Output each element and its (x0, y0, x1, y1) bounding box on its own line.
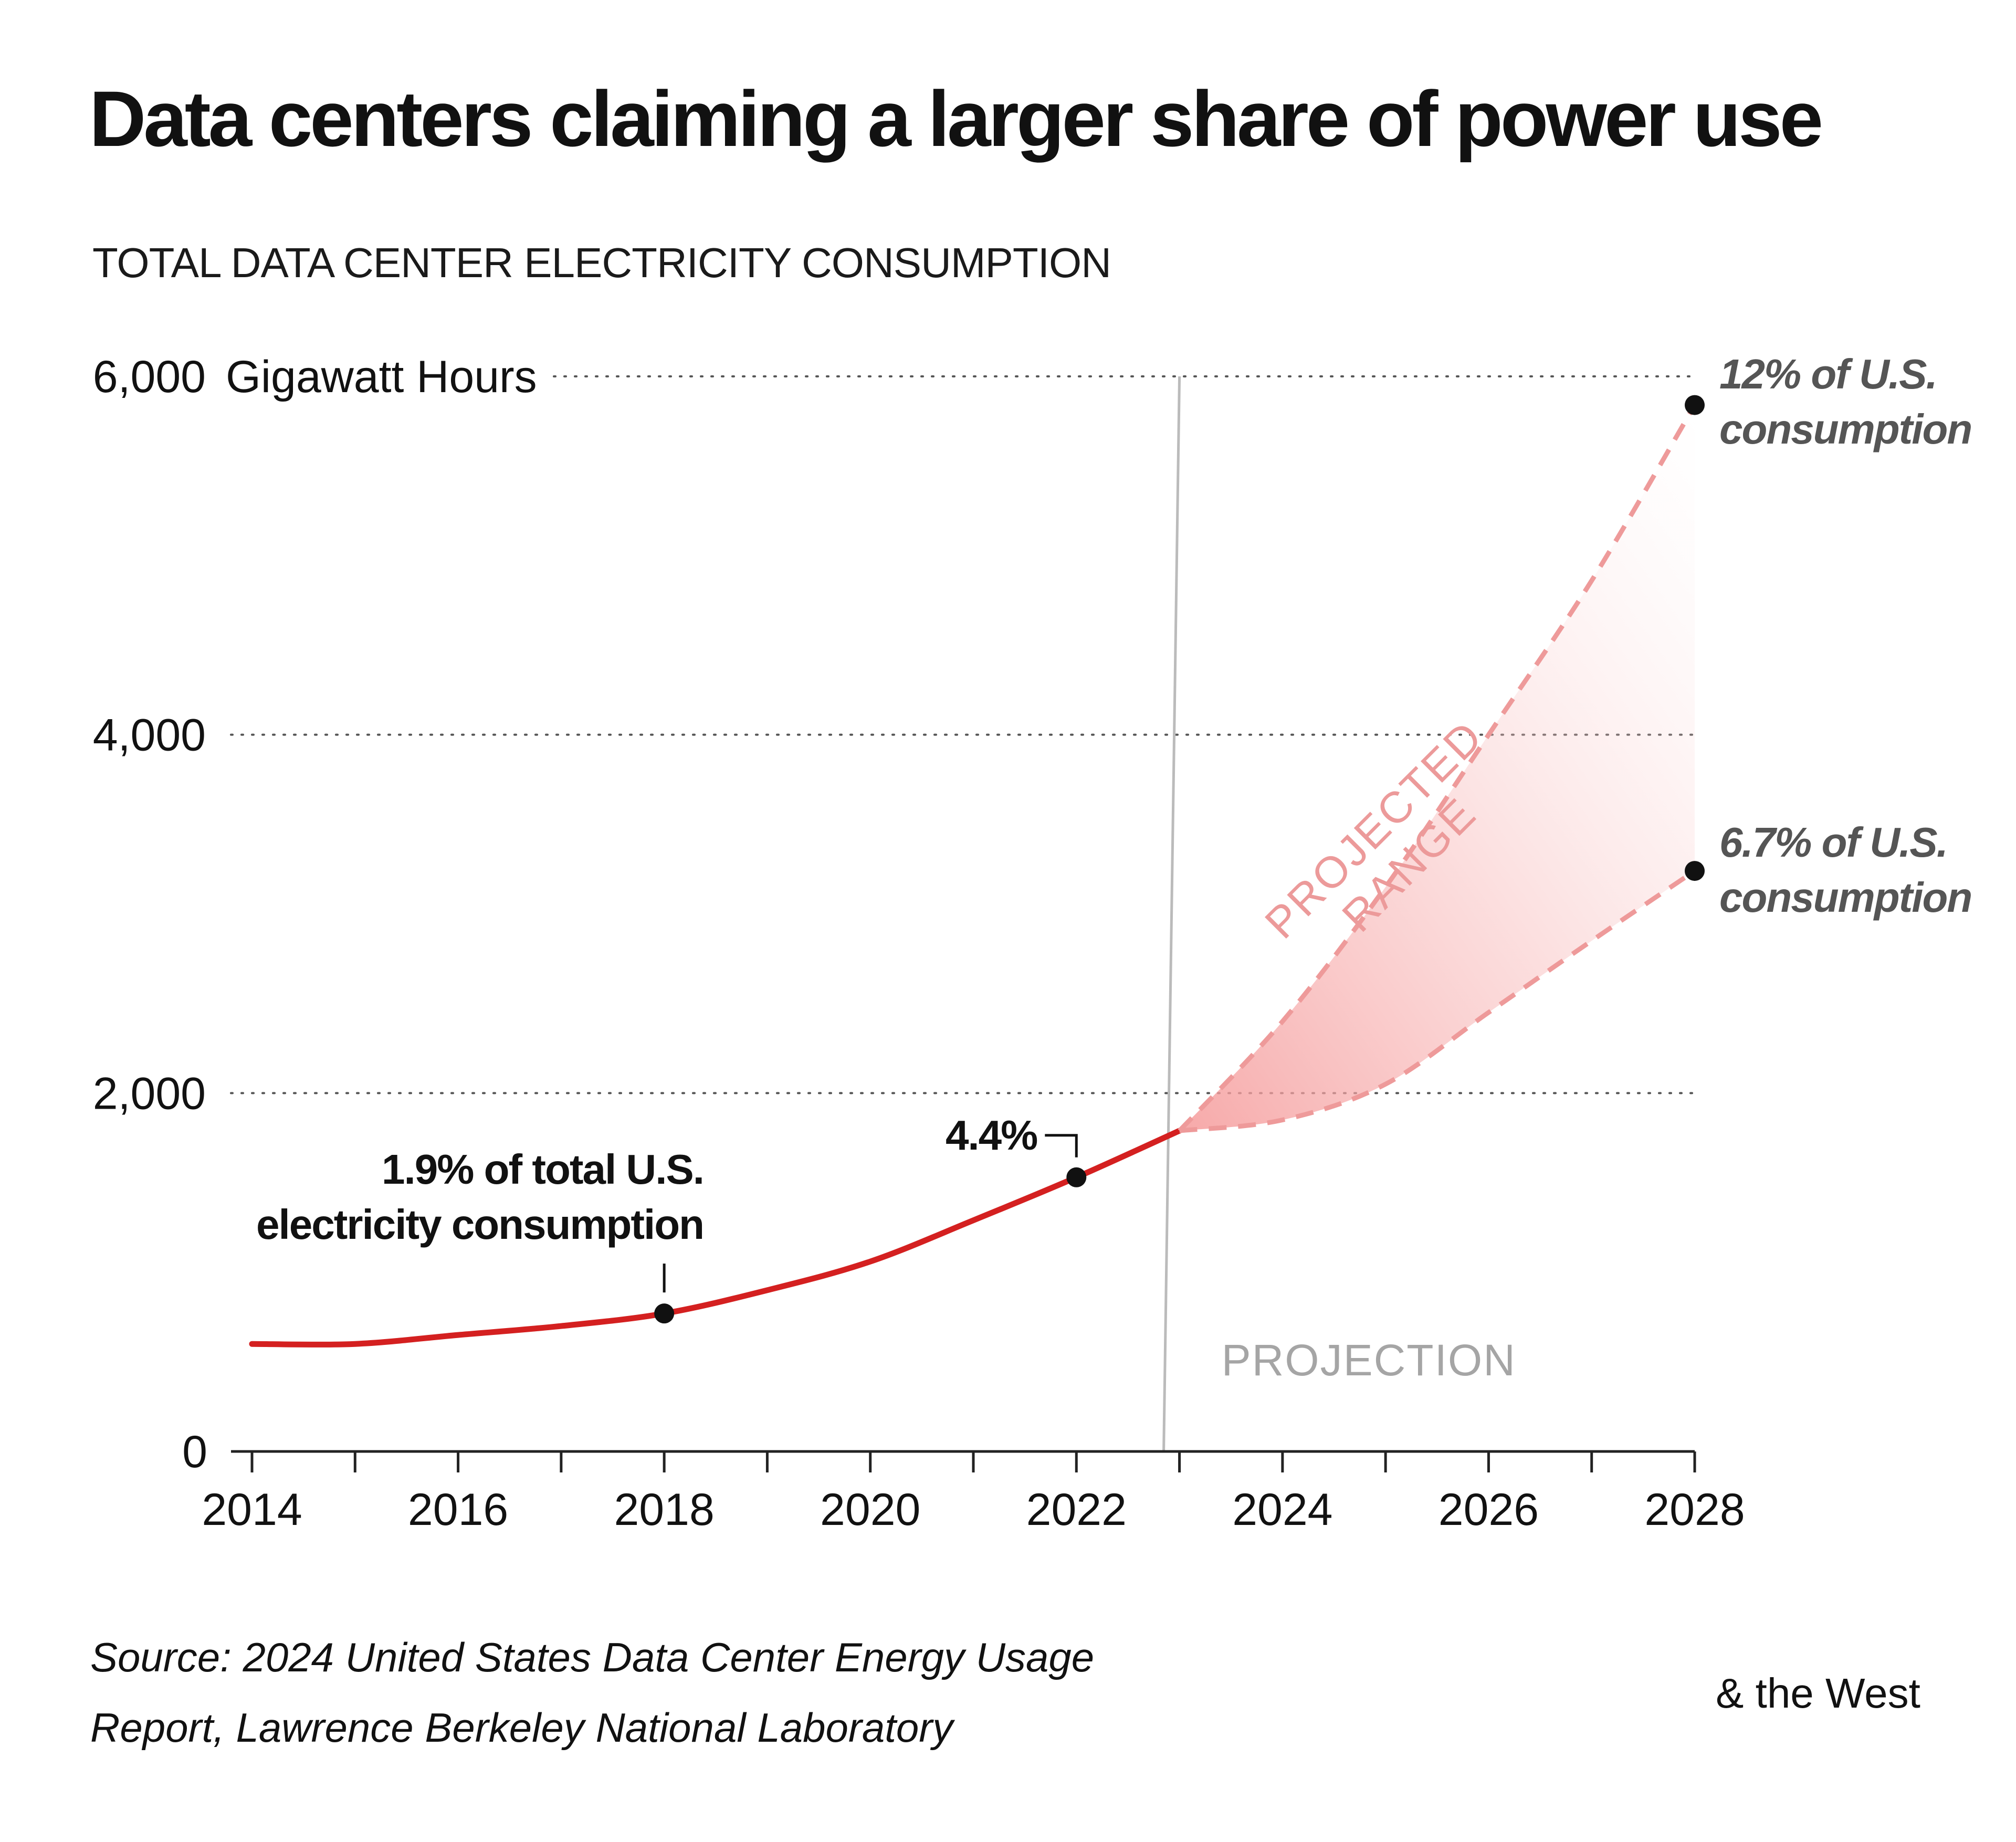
data-points (654, 395, 1705, 1324)
y-tick-label-0: 0 (182, 1427, 207, 1477)
projection-divider-line (1162, 376, 1181, 1452)
y-tick-label-6000: 6,000 (93, 352, 206, 402)
x-tick-label-2022: 2022 (1026, 1485, 1127, 1535)
x-axis: 0 2,000 4,000 6,000 Gigawatt Hours 2014 2016 20… (93, 352, 1745, 1535)
point-2022 (1066, 1167, 1087, 1187)
annotation-high-line2: consumption (1719, 406, 1971, 452)
x-tick-label-2024: 2024 (1232, 1485, 1332, 1535)
source-line-1: Source: 2024 United States Data Center E… (90, 1634, 1095, 1680)
brand-logo-text: & the West (1716, 1670, 1920, 1717)
projection-low-line (1179, 869, 1696, 1133)
x-tick-label-2020: 2020 (820, 1485, 920, 1535)
historical-series-line (249, 1128, 1183, 1348)
annotation-low-line2: consumption (1719, 874, 1971, 921)
y-axis-unit-label: Gigawatt Hours (226, 352, 537, 402)
point-2028-high (1685, 395, 1705, 415)
annotation-high-line1: 12% of U.S. (1719, 351, 1937, 397)
projected-range-area (1179, 405, 1695, 1131)
x-tick-label-2016: 2016 (408, 1485, 508, 1535)
point-2018 (654, 1303, 675, 1324)
annotation-2018-line1: 1.9% of total U.S. (382, 1146, 704, 1193)
gridlines (230, 375, 1696, 1094)
page-title: Data centers claiming a larger share of … (89, 75, 1823, 163)
source-note: Source: 2024 United States Data Center E… (90, 1622, 1094, 1763)
x-tick-label-2026: 2026 (1438, 1485, 1539, 1535)
chart-subtitle: TOTAL DATA CENTER ELECTRICITY CONSUMPTIO… (92, 239, 1111, 286)
annotation-low-line1: 6.7% of U.S. (1719, 819, 1947, 866)
y-tick-label-2000: 2,000 (93, 1068, 206, 1119)
x-tick-label-2028: 2028 (1644, 1485, 1745, 1535)
projection-label: PROJECTION (1222, 1335, 1516, 1385)
point-2028-low (1685, 861, 1705, 881)
annotation-2022-leader (1045, 1134, 1078, 1157)
annotation-2022-label: 4.4% (946, 1112, 1037, 1159)
projected-range-fill (1179, 405, 1695, 1131)
x-tick-label-2018: 2018 (614, 1485, 714, 1535)
source-line-2: Report, Lawrence Berkeley National Labor… (90, 1704, 953, 1751)
projection-divider (1162, 376, 1181, 1452)
annotation-2018-line2: electricity consumption (256, 1201, 704, 1248)
x-tick-label-2014: 2014 (202, 1485, 302, 1535)
y-tick-label-4000: 4,000 (93, 710, 206, 761)
series-lines (249, 404, 1697, 1348)
